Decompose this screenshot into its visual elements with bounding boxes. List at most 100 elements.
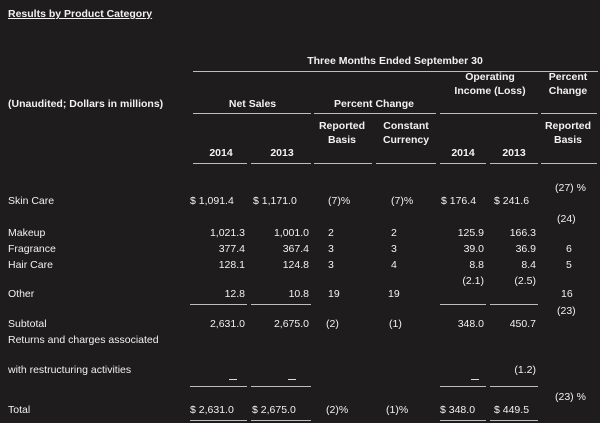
header-reported-2: Reported: [544, 120, 592, 132]
cell-constant: 4: [391, 259, 397, 271]
cell-pc: (24): [557, 213, 576, 225]
total-rule-ns-2013: [251, 386, 311, 387]
total-double-rule-ns-2013: [251, 420, 311, 421]
subtotal-rule-oi-2013: [490, 304, 538, 305]
cell-ns-2014: 2,631.0: [209, 318, 245, 330]
row-label: Fragrance: [8, 243, 56, 255]
rule-ns-2013: [251, 163, 311, 164]
total-rule-ns-2014: [190, 386, 247, 387]
rule-constant: [376, 163, 436, 164]
rule-ns-2014: [193, 163, 247, 164]
total-double-rule-ns-2014: [190, 420, 247, 421]
header-oi-2013: 2013: [502, 147, 526, 159]
net-sales-rule: [193, 113, 311, 114]
cell-oi-2014: 39.0: [463, 243, 484, 255]
cell-ns-2014: 1,021.3: [209, 227, 245, 239]
header-oi-2014: 2014: [451, 147, 475, 159]
cell-constant: 19: [388, 288, 400, 300]
header-net-sales: Net Sales: [228, 98, 277, 110]
total-rule-oi-2014: [440, 386, 486, 387]
cell-ns-2014: 12.8: [224, 288, 245, 300]
cell-ns-2014: $ 1,091.4: [190, 195, 234, 207]
header-change: Change: [548, 85, 588, 97]
row-label: Other: [8, 288, 35, 300]
cell-oi-2014: $ 348.0: [440, 404, 476, 416]
rule-reported: [314, 163, 372, 164]
table-title: Results by Product Category: [8, 8, 153, 20]
cell-oi-2013: 36.9: [515, 243, 536, 255]
cell-reported: (2): [326, 318, 339, 330]
header-percent: Percent: [548, 71, 588, 83]
cell-ns-2014: $ 2,631.0: [190, 404, 234, 416]
cell-oi-2014: 125.9: [457, 227, 484, 239]
cell-oi-2013: 450.7: [509, 318, 536, 330]
total-rule-oi-2013: [490, 386, 538, 387]
unaudited-label: (Unaudited; Dollars in millions): [8, 98, 164, 110]
cell-oi-2014: [471, 379, 479, 380]
total-double-rule-oi-2013: [490, 420, 538, 421]
percent-change-rule: [314, 113, 436, 114]
cell-pc: 5: [566, 259, 572, 271]
cell-pc: (23): [557, 305, 576, 317]
total-double-rule-oi-2014: [440, 420, 486, 421]
cell-pc: 16: [561, 288, 573, 300]
cell-constant: (1): [389, 318, 402, 330]
header-constant: Constant: [383, 120, 429, 132]
cell-ns-2013: $ 2,675.0: [252, 404, 296, 416]
row-label: Total: [8, 404, 31, 416]
row-label: Makeup: [8, 227, 46, 239]
operating-income-rule: [440, 113, 538, 114]
header-percent-change: Percent Change: [334, 98, 414, 110]
period-header: Three Months Ended September 30: [307, 55, 483, 67]
rule-oi-2014: [440, 163, 486, 164]
cell-reported: 2: [328, 227, 334, 239]
cell-ns-2013: 2,675.0: [273, 318, 309, 330]
cell-reported: (7)%: [328, 195, 351, 207]
cell-constant: 3: [391, 243, 397, 255]
header-currency: Currency: [382, 134, 430, 146]
row-label: Skin Care: [8, 195, 55, 207]
header-ns-2014: 2014: [209, 147, 233, 159]
cell-oi-2013: 8.4: [521, 259, 536, 271]
cell-ns-2013: 124.8: [282, 259, 309, 271]
cell-oi-2013: $ 449.5: [494, 404, 530, 416]
cell-pc: (27) %: [555, 182, 586, 194]
header-basis-2: Basis: [553, 134, 583, 146]
row-label-continued: with restructuring activities: [8, 364, 132, 376]
period-header-rule: [193, 71, 598, 72]
cell-oi-2014: $ 176.4: [441, 195, 477, 207]
cell-ns-2013: $ 1,171.0: [253, 195, 297, 207]
cell-pc: 6: [566, 243, 572, 255]
cell-ns-2013: [288, 379, 296, 380]
row-label: Hair Care: [8, 259, 53, 271]
cell-constant: 2: [391, 227, 397, 239]
row-label: Returns and charges associated: [8, 334, 159, 346]
subtotal-rule-ns-2014: [190, 304, 247, 305]
cell-reported: 3: [328, 259, 334, 271]
cell-reported: 3: [328, 243, 334, 255]
cell-reported: 19: [328, 288, 340, 300]
cell-constant: (7)%: [391, 195, 414, 207]
header-operating: Operating: [465, 71, 515, 83]
cell-ns-2013: 10.8: [288, 288, 309, 300]
subtotal-rule-oi-2014: [440, 304, 486, 305]
cell-oi-2013: (1.2): [514, 364, 536, 376]
percent-change-2-rule: [541, 113, 597, 114]
cell-constant: (1)%: [386, 404, 409, 416]
cell-reported: (2)%: [326, 404, 349, 416]
rule-oi-2013: [490, 163, 538, 164]
cell-ns-2014: 377.4: [218, 243, 245, 255]
cell-oi-2013: 166.3: [509, 227, 536, 239]
cell-ns-2013: 1,001.0: [273, 227, 309, 239]
cell-oi-2013: (2.5): [514, 275, 536, 287]
cell-oi-2013: $ 241.6: [494, 195, 530, 207]
cell-oi-2014: 348.0: [457, 318, 484, 330]
subtotal-rule-ns-2013: [251, 304, 311, 305]
cell-oi-2014: 8.8: [469, 259, 484, 271]
rule-pc: [541, 163, 597, 164]
cell-pc: (23) %: [555, 391, 586, 403]
header-income-loss: Income (Loss): [454, 85, 526, 97]
cell-ns-2014: 128.1: [218, 259, 245, 271]
cell-oi-2014: (2.1): [462, 275, 484, 287]
header-reported: Reported: [318, 120, 366, 132]
